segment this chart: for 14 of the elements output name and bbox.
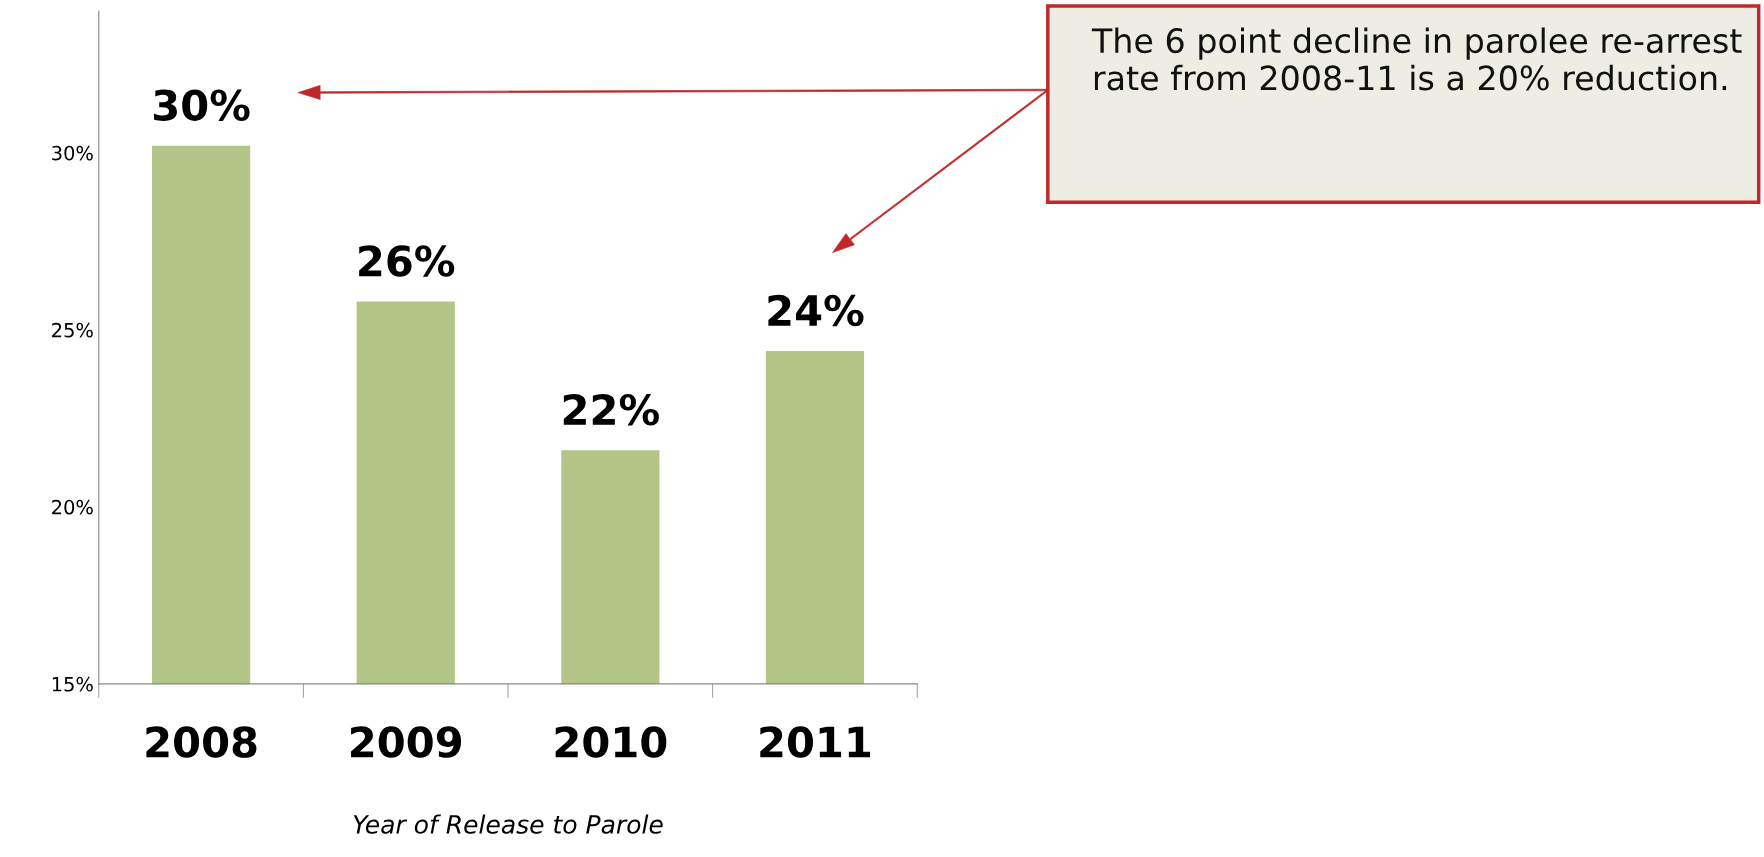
data-label: 22% [563, 393, 659, 426]
data-label: 24% [768, 294, 864, 327]
x-tick-label: 2010 [555, 726, 667, 758]
y-tick-label: 25% [52, 322, 93, 338]
x-tick-label: 2008 [146, 726, 257, 758]
data-label: 30% [154, 89, 250, 121]
x-tick-label: 2011 [760, 726, 871, 758]
y-tick-label: 15% [52, 676, 93, 692]
y-tick-label: 30% [52, 145, 93, 161]
y-tick-label: 20% [52, 499, 93, 515]
x-tick-label: 2009 [351, 726, 462, 758]
data-label: 26% [359, 245, 455, 277]
text: The 6 point decline in parolee re-arrest rate from 2008-11 is a 20% reduction. [1091, 27, 1742, 91]
x-axis-title: Year of Release to Parole [353, 814, 663, 834]
